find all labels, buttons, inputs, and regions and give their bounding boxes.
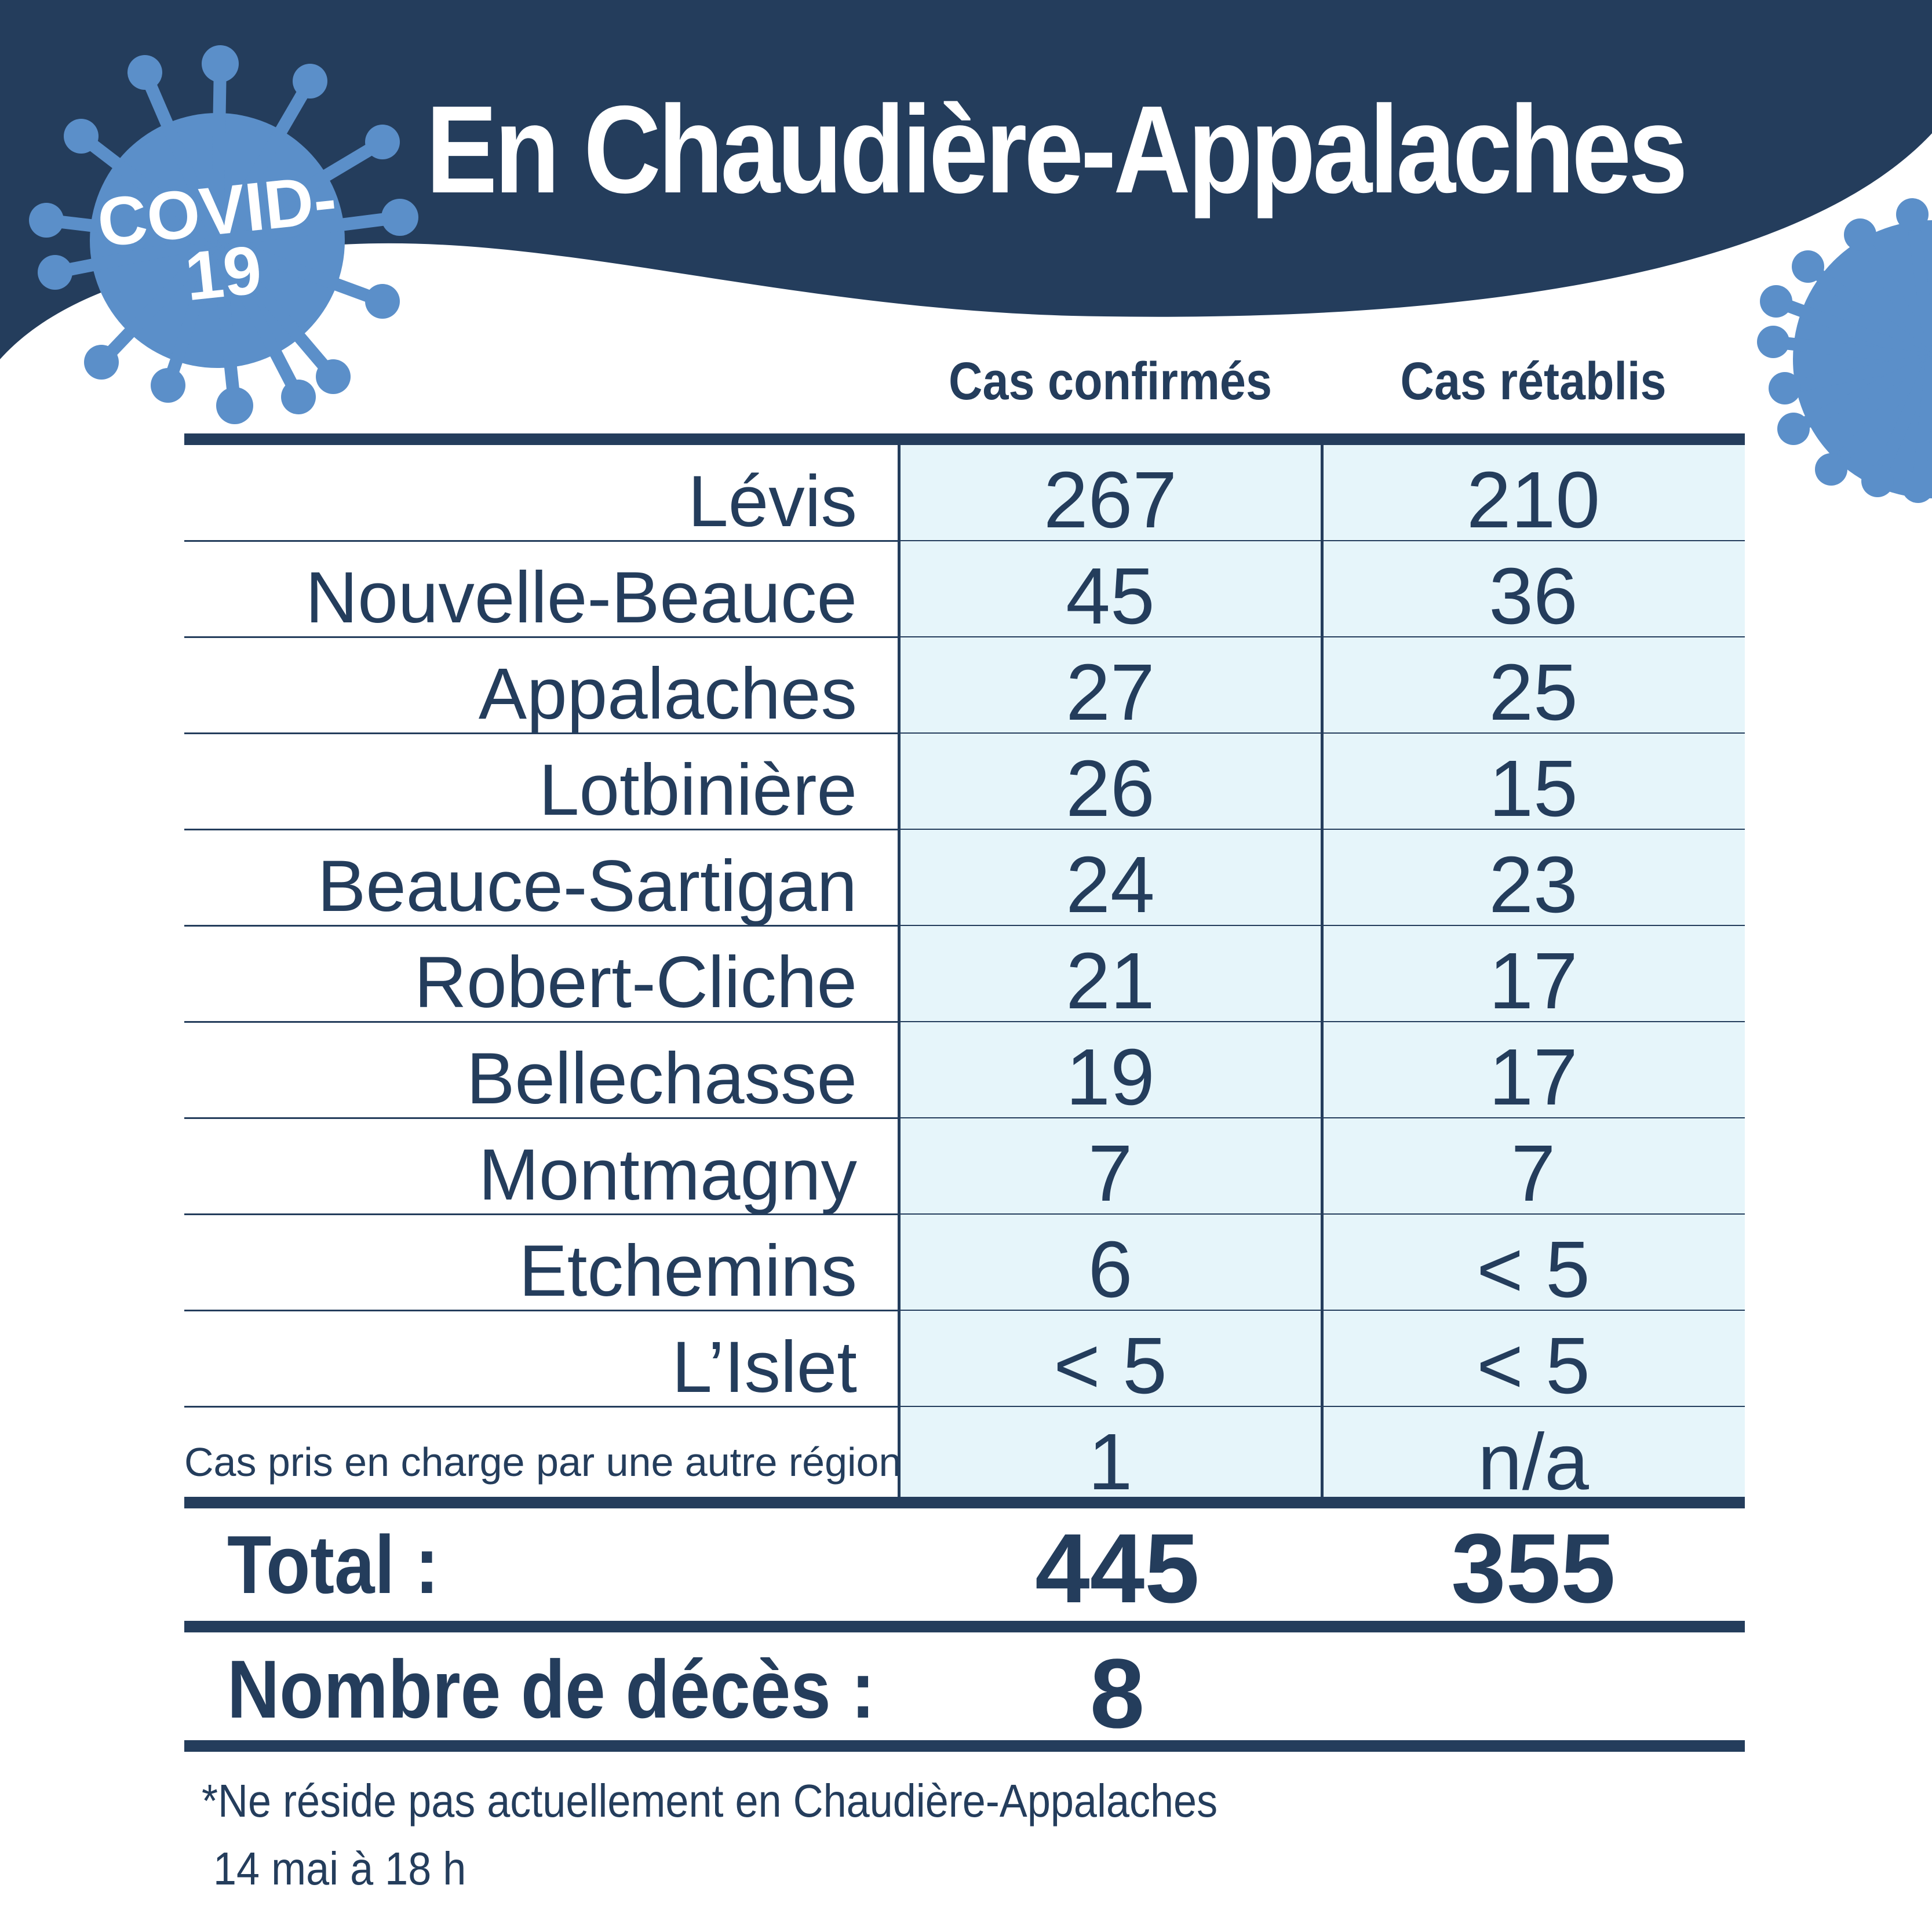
deaths-label: Nombre de décès : [227, 1643, 876, 1736]
deaths-value: 8 [1089, 1639, 1145, 1749]
row-divider [184, 1021, 1745, 1023]
row-divider [184, 1406, 1745, 1408]
total-label: Total : [227, 1519, 439, 1611]
column-divider [898, 445, 901, 1503]
row-confirmed-value: 27 [899, 637, 1322, 737]
row-confirmed-value: 21 [899, 926, 1322, 1026]
row-recovered-value: 25 [1322, 637, 1745, 737]
row-confirmed-value: 19 [899, 1022, 1322, 1122]
row-region-name: Lotbinière [538, 750, 857, 830]
row-recovered-value: < 5 [1322, 1311, 1745, 1410]
update-date: 14 mai à 18 h [213, 1843, 466, 1894]
row-recovered-value: 210 [1322, 445, 1745, 545]
covid-badge: COVID- 19 [75, 161, 365, 319]
table-row: Lotbinière 26 15 [184, 734, 1745, 833]
row-recovered-value: 17 [1322, 1022, 1745, 1122]
row-divider [184, 829, 1745, 830]
row-divider [184, 1310, 1745, 1311]
column-divider [1321, 445, 1324, 1503]
row-confirmed-value: 26 [899, 734, 1322, 833]
table-row: Beauce-Sartigan 24 23 [184, 830, 1745, 929]
row-region-name: Robert-Cliche [414, 942, 857, 1023]
row-divider [184, 732, 1745, 734]
row-confirmed-value: 1 [899, 1407, 1322, 1507]
row-confirmed-value: 45 [899, 541, 1322, 641]
table-row: Bellechasse 19 17 [184, 1022, 1745, 1122]
total-recovered: 355 [1451, 1514, 1616, 1624]
row-confirmed-value: 7 [899, 1118, 1322, 1218]
row-recovered-value: 23 [1322, 830, 1745, 929]
row-confirmed-value: 6 [899, 1215, 1322, 1314]
row-region-name: L’Islet [672, 1327, 857, 1408]
footnote: *Ne réside pas actuellement en Chaudière… [202, 1775, 1218, 1827]
row-region-name: Lévis [688, 461, 857, 542]
table-row: Lévis 267 210 [184, 445, 1745, 545]
row-region-name: Bellechasse [466, 1038, 857, 1119]
row-recovered-value: 15 [1322, 734, 1745, 833]
row-recovered-value: n/a [1322, 1407, 1745, 1507]
table-top-rule [184, 433, 1745, 445]
row-recovered-value: 36 [1322, 541, 1745, 641]
row-confirmed-value: < 5 [899, 1311, 1322, 1410]
table-row: Montmagny 7 7 [184, 1118, 1745, 1218]
row-region-name: Beauce-Sartigan [317, 846, 857, 927]
row-region-name: Montmagny [478, 1135, 857, 1215]
table-row: L’Islet < 5 < 5 [184, 1311, 1745, 1410]
row-region-name: Appalaches [478, 654, 857, 734]
row-confirmed-value: 267 [899, 445, 1322, 545]
row-divider [184, 540, 1745, 542]
row-divider [184, 925, 1745, 927]
row-divider [184, 1213, 1745, 1215]
row-region-name: Nouvelle-Beauce [305, 557, 857, 638]
column-header-recovered: Cas rétablis [1400, 352, 1667, 411]
total-confirmed: 445 [1035, 1514, 1200, 1624]
virus-icon [1757, 198, 1932, 503]
deaths-rule [184, 1740, 1745, 1752]
row-recovered-value: < 5 [1322, 1215, 1745, 1314]
table-row: Appalaches 27 25 [184, 637, 1745, 737]
row-recovered-value: 7 [1322, 1118, 1745, 1218]
row-divider [184, 636, 1745, 638]
column-header-confirmed: Cas confirmés [949, 352, 1272, 411]
row-region-name: Etchemins [519, 1231, 857, 1311]
total-rule [184, 1621, 1745, 1632]
row-divider [184, 1117, 1745, 1119]
table-row: Robert-Cliche 21 17 [184, 926, 1745, 1026]
table-row: Nouvelle-Beauce 45 36 [184, 541, 1745, 641]
table-row: Etchemins 6 < 5 [184, 1215, 1745, 1314]
table-row: Cas pris en charge par une autre région*… [184, 1407, 1745, 1507]
row-confirmed-value: 24 [899, 830, 1322, 929]
row-region-name: Cas pris en charge par une autre région* [184, 1439, 917, 1485]
page-title: En Chaudière-Appalaches [426, 79, 1688, 219]
table-bottom-rule [184, 1497, 1745, 1508]
row-recovered-value: 17 [1322, 926, 1745, 1026]
